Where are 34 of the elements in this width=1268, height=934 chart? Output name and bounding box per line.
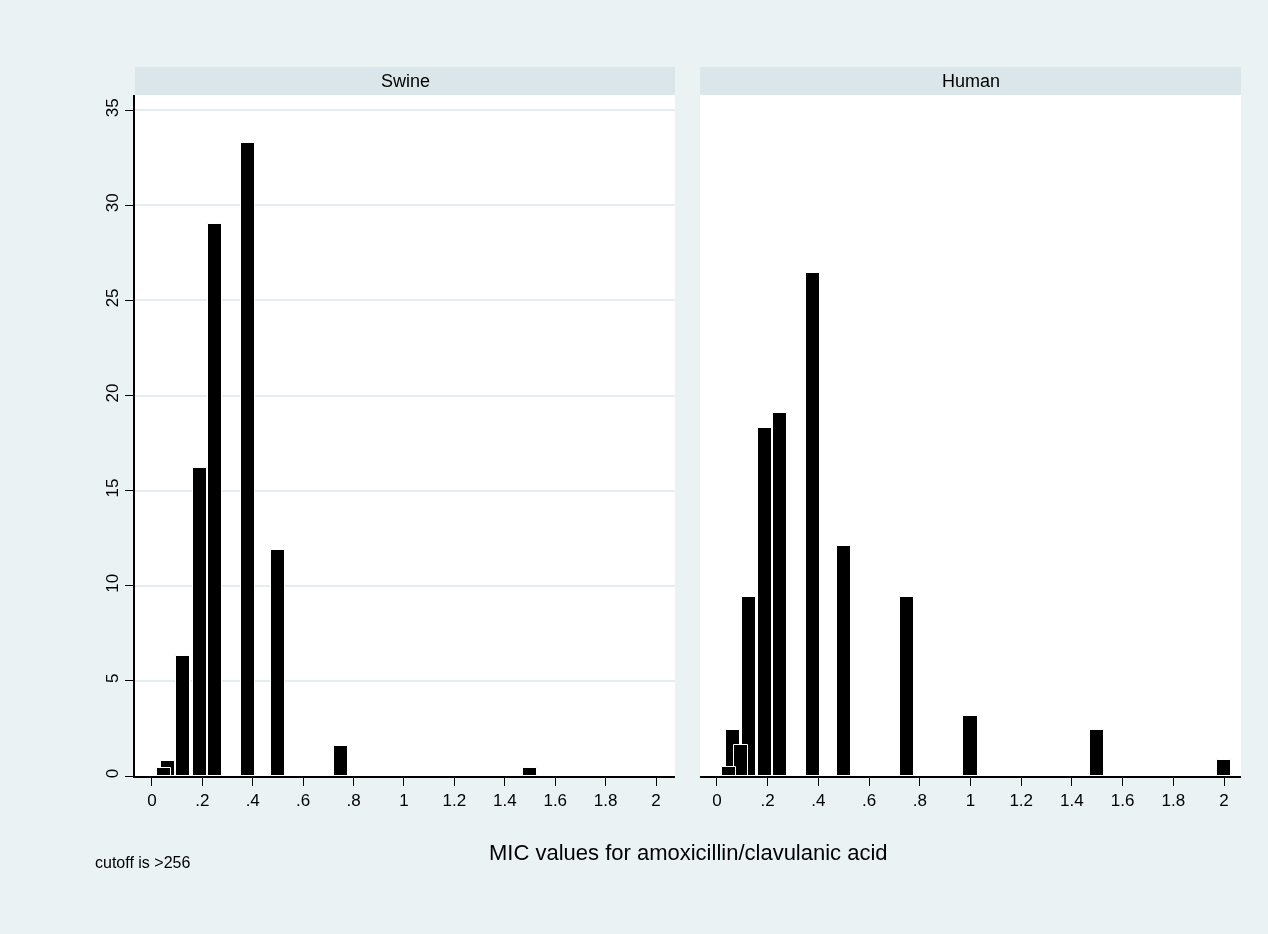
x-tick-label: 1.4: [1060, 791, 1084, 811]
x-tick-label: 1.4: [493, 791, 517, 811]
y-tick-label: 20: [103, 383, 123, 403]
x-tick-label: 1.8: [593, 791, 618, 811]
x-tick-label: .2: [195, 791, 210, 811]
y-tick-label: 30: [103, 193, 123, 213]
x-tick-label: .8: [346, 791, 361, 811]
y-tick-label: 25: [103, 288, 123, 308]
x-axis-title: MIC values for amoxicillin/clavulanic acid: [489, 840, 888, 865]
x-tick-label: 1: [399, 791, 409, 811]
x-tick-label: .4: [245, 791, 260, 811]
y-tick-label: 15: [103, 478, 123, 498]
text: cutoff is >256: [95, 854, 191, 871]
x-tick-label: 1.8: [1161, 791, 1186, 811]
y-tick-label: 5: [103, 673, 123, 684]
x-tick-label: 0: [147, 791, 157, 811]
y-tick-label: 10: [103, 573, 123, 593]
x-tick-label: 1: [965, 791, 976, 811]
x-tick-label: 1.6: [543, 791, 568, 811]
x-tick-label: 0: [712, 791, 722, 811]
x-tick-label: .6: [296, 791, 311, 811]
chart-title: Swine: [381, 71, 431, 91]
x-tick-label: 1.2: [442, 791, 467, 811]
y-tick-label: 35: [103, 98, 123, 118]
chart-title: Human: [942, 71, 1001, 91]
x-tick-label: 1.6: [1110, 791, 1135, 811]
x-tick-label: .8: [912, 791, 927, 811]
x-tick-label: .4: [811, 791, 826, 811]
x-tick-label: 2: [651, 791, 661, 811]
x-tick-label: 2: [1219, 791, 1229, 811]
y-tick-label: 0: [103, 768, 123, 779]
x-tick-label: 1.2: [1009, 791, 1034, 811]
x-tick-label: .2: [760, 791, 775, 811]
x-tick-label: .6: [862, 791, 877, 811]
